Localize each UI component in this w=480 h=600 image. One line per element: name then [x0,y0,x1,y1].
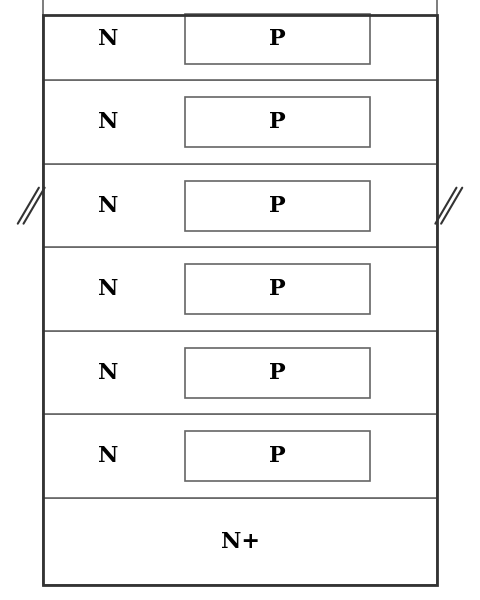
Text: P: P [269,445,286,467]
Bar [43,80,437,164]
Text: N: N [98,445,119,467]
Bar [43,164,437,247]
Bar [43,498,437,585]
Text: N: N [98,28,119,50]
Bar [185,181,370,231]
Bar [43,15,437,585]
Text: N: N [98,194,119,217]
Text: P: P [269,194,286,217]
Bar [43,331,437,415]
Text: N: N [98,362,119,384]
Bar [43,247,437,331]
Bar [43,415,437,498]
Bar [185,431,370,481]
Text: N: N [98,111,119,133]
Bar [185,97,370,147]
Text: P: P [269,278,286,300]
Text: N+: N+ [220,530,260,553]
Text: N: N [98,278,119,300]
Text: P: P [269,111,286,133]
Text: P: P [269,362,286,384]
Bar [185,14,370,64]
Bar [185,264,370,314]
Bar [43,0,437,80]
Text: P: P [269,28,286,50]
Bar [185,347,370,398]
